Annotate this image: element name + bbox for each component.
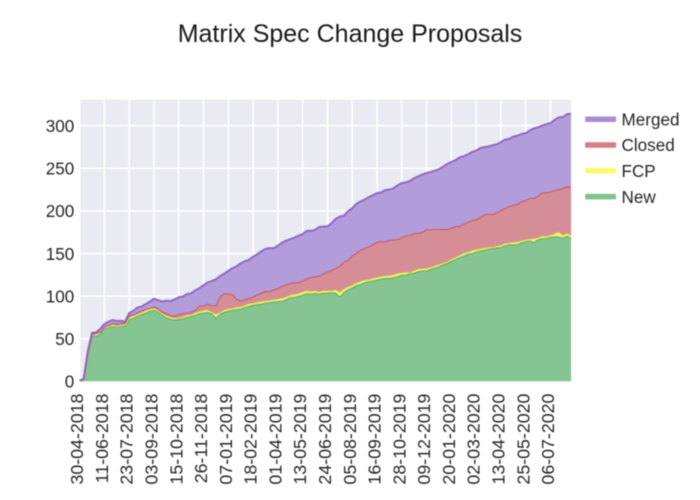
svg-text:03-09-2018: 03-09-2018 <box>142 394 162 485</box>
svg-text:300: 300 <box>46 117 75 136</box>
svg-text:23-07-2018: 23-07-2018 <box>117 394 137 485</box>
svg-text:150: 150 <box>46 245 75 264</box>
svg-text:30-04-2018: 30-04-2018 <box>67 394 87 485</box>
svg-text:06-07-2020: 06-07-2020 <box>538 394 558 485</box>
svg-text:0: 0 <box>65 373 75 392</box>
svg-text:FCP: FCP <box>622 162 656 181</box>
svg-text:New: New <box>622 188 657 207</box>
svg-text:13-05-2019: 13-05-2019 <box>290 394 310 485</box>
svg-text:Merged: Merged <box>622 110 680 129</box>
svg-text:09-12-2019: 09-12-2019 <box>414 394 434 485</box>
svg-text:01-04-2019: 01-04-2019 <box>265 394 285 485</box>
svg-text:100: 100 <box>46 287 75 306</box>
svg-text:50: 50 <box>55 330 74 349</box>
svg-text:26-11-2018: 26-11-2018 <box>191 393 211 483</box>
svg-text:250: 250 <box>46 160 75 179</box>
svg-text:200: 200 <box>46 202 75 221</box>
svg-text:13-04-2020: 13-04-2020 <box>489 394 509 485</box>
svg-text:18-02-2019: 18-02-2019 <box>241 394 261 485</box>
svg-text:07-01-2019: 07-01-2019 <box>216 394 236 485</box>
svg-text:15-10-2018: 15-10-2018 <box>166 394 186 485</box>
svg-text:24-06-2019: 24-06-2019 <box>315 394 335 485</box>
svg-text:16-09-2019: 16-09-2019 <box>365 394 385 485</box>
svg-text:20-01-2020: 20-01-2020 <box>439 394 459 485</box>
svg-text:25-05-2020: 25-05-2020 <box>513 394 533 485</box>
svg-text:02-03-2020: 02-03-2020 <box>464 394 484 485</box>
svg-text:Closed: Closed <box>622 136 675 155</box>
svg-text:05-08-2019: 05-08-2019 <box>340 394 360 485</box>
svg-text:11-06-2018: 11-06-2018 <box>92 393 112 483</box>
svg-text:Matrix Spec Change Proposals: Matrix Spec Change Proposals <box>178 20 523 48</box>
svg-text:28-10-2019: 28-10-2019 <box>389 394 409 485</box>
